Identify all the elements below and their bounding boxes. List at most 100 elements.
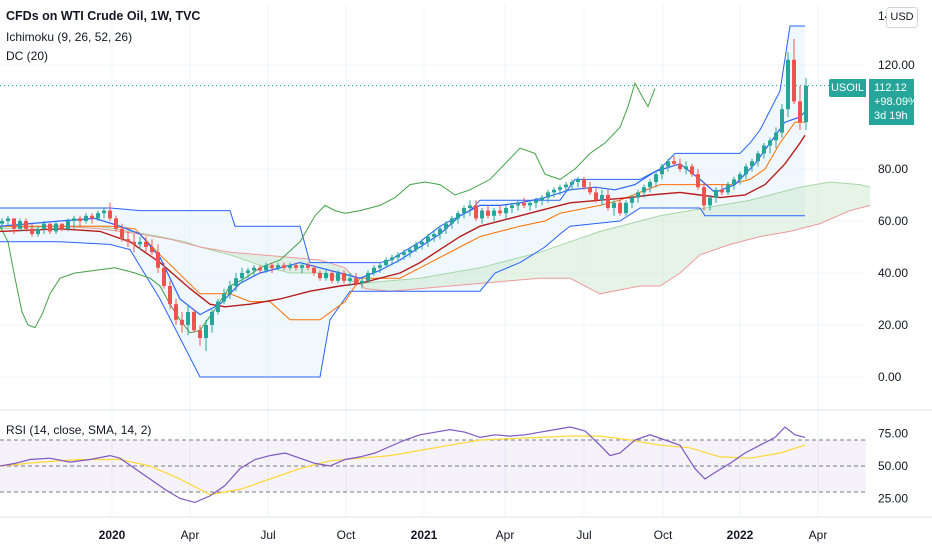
- candle: [540, 195, 544, 206]
- candle: [36, 226, 40, 237]
- candle: [474, 200, 478, 221]
- candle: [732, 176, 736, 190]
- price-tick-label: 80.00: [878, 162, 908, 176]
- candle: [48, 223, 52, 234]
- time-tick-label: 2021: [411, 528, 438, 542]
- bar-countdown: 3d 19h: [874, 110, 908, 122]
- candle: [336, 270, 340, 284]
- candle: [312, 265, 316, 276]
- candle: [576, 176, 580, 188]
- candle: [468, 200, 472, 216]
- candle: [696, 169, 700, 190]
- symbol-title[interactable]: CFDs on WTI Crude Oil, 1W, TVC: [6, 9, 201, 23]
- candle: [132, 234, 136, 253]
- candle: [252, 265, 256, 276]
- candle: [108, 202, 112, 221]
- ichimoku-legend[interactable]: Ichimoku (9, 26, 52, 26): [6, 30, 133, 44]
- candle: [420, 239, 424, 250]
- candle: [180, 312, 184, 333]
- candle: [168, 280, 172, 310]
- candle: [552, 187, 556, 198]
- candle: [228, 280, 232, 299]
- donchian-fill: [0, 26, 805, 377]
- candle: [234, 273, 238, 292]
- candle: [276, 262, 280, 271]
- price-tick-label: 40.00: [878, 266, 908, 280]
- candle: [6, 215, 10, 227]
- candle: [654, 171, 658, 188]
- candle: [24, 218, 28, 232]
- candle: [660, 163, 664, 180]
- candle: [78, 215, 82, 227]
- candle: [762, 143, 766, 159]
- candle: [210, 309, 214, 333]
- candle: [198, 325, 202, 346]
- donchian-legend[interactable]: DC (20): [6, 49, 49, 63]
- candle: [708, 195, 712, 211]
- candle: [72, 215, 76, 229]
- time-tick-label: Apr: [809, 528, 828, 542]
- candle: [360, 278, 364, 289]
- time-tick-label: Oct: [337, 528, 356, 542]
- candle: [558, 184, 562, 195]
- candle: [84, 213, 88, 224]
- candle: [588, 182, 592, 195]
- candle: [642, 184, 646, 198]
- candle: [270, 262, 274, 273]
- candle: [570, 179, 574, 190]
- rsi-tick-label: 50.00: [878, 459, 908, 473]
- candle: [636, 189, 640, 203]
- candle: [0, 218, 4, 229]
- candle: [324, 270, 328, 281]
- candle: [156, 244, 160, 273]
- candle: [408, 247, 412, 258]
- candle: [342, 270, 346, 284]
- candle: [186, 304, 190, 336]
- candle: [486, 205, 490, 219]
- candle: [246, 267, 250, 279]
- price-tick-label: 0.00: [878, 370, 902, 384]
- candle: [30, 223, 34, 237]
- price-tick-label: 20.00: [878, 318, 908, 332]
- time-tick-label: 2020: [99, 528, 126, 542]
- candle: [318, 270, 322, 281]
- candle: [90, 213, 94, 224]
- candle: [348, 273, 352, 286]
- currency-button[interactable]: USD: [886, 7, 918, 28]
- candle: [690, 163, 694, 177]
- rsi-legend[interactable]: RSI (14, close, SMA, 14, 2): [6, 423, 152, 437]
- candle: [786, 52, 790, 117]
- candle: [450, 215, 454, 229]
- candle: [528, 200, 532, 211]
- candle: [480, 208, 484, 224]
- candle: [288, 262, 292, 271]
- kijun-line: [0, 134, 806, 308]
- candle: [120, 223, 124, 242]
- time-tick-label: Jul: [260, 528, 275, 542]
- candle: [402, 249, 406, 260]
- last-price: 112.12: [874, 82, 907, 94]
- candle: [42, 221, 46, 234]
- time-tick-label: Oct: [654, 528, 673, 542]
- candle: [714, 187, 718, 203]
- candle: [678, 158, 682, 172]
- candle: [702, 182, 706, 211]
- candle: [192, 309, 196, 333]
- candle: [300, 262, 304, 273]
- candle: [780, 104, 784, 138]
- candle: [606, 189, 610, 211]
- candle: [774, 127, 778, 149]
- candle: [444, 221, 448, 234]
- candle: [522, 197, 526, 208]
- candle: [222, 288, 226, 305]
- candle: [12, 218, 16, 234]
- donchian-upper-line: [0, 25, 805, 264]
- candle: [630, 195, 634, 208]
- candle: [672, 156, 676, 167]
- candle: [396, 252, 400, 263]
- candle: [66, 218, 70, 232]
- candle: [60, 223, 64, 232]
- candle: [516, 200, 520, 211]
- candle: [390, 254, 394, 266]
